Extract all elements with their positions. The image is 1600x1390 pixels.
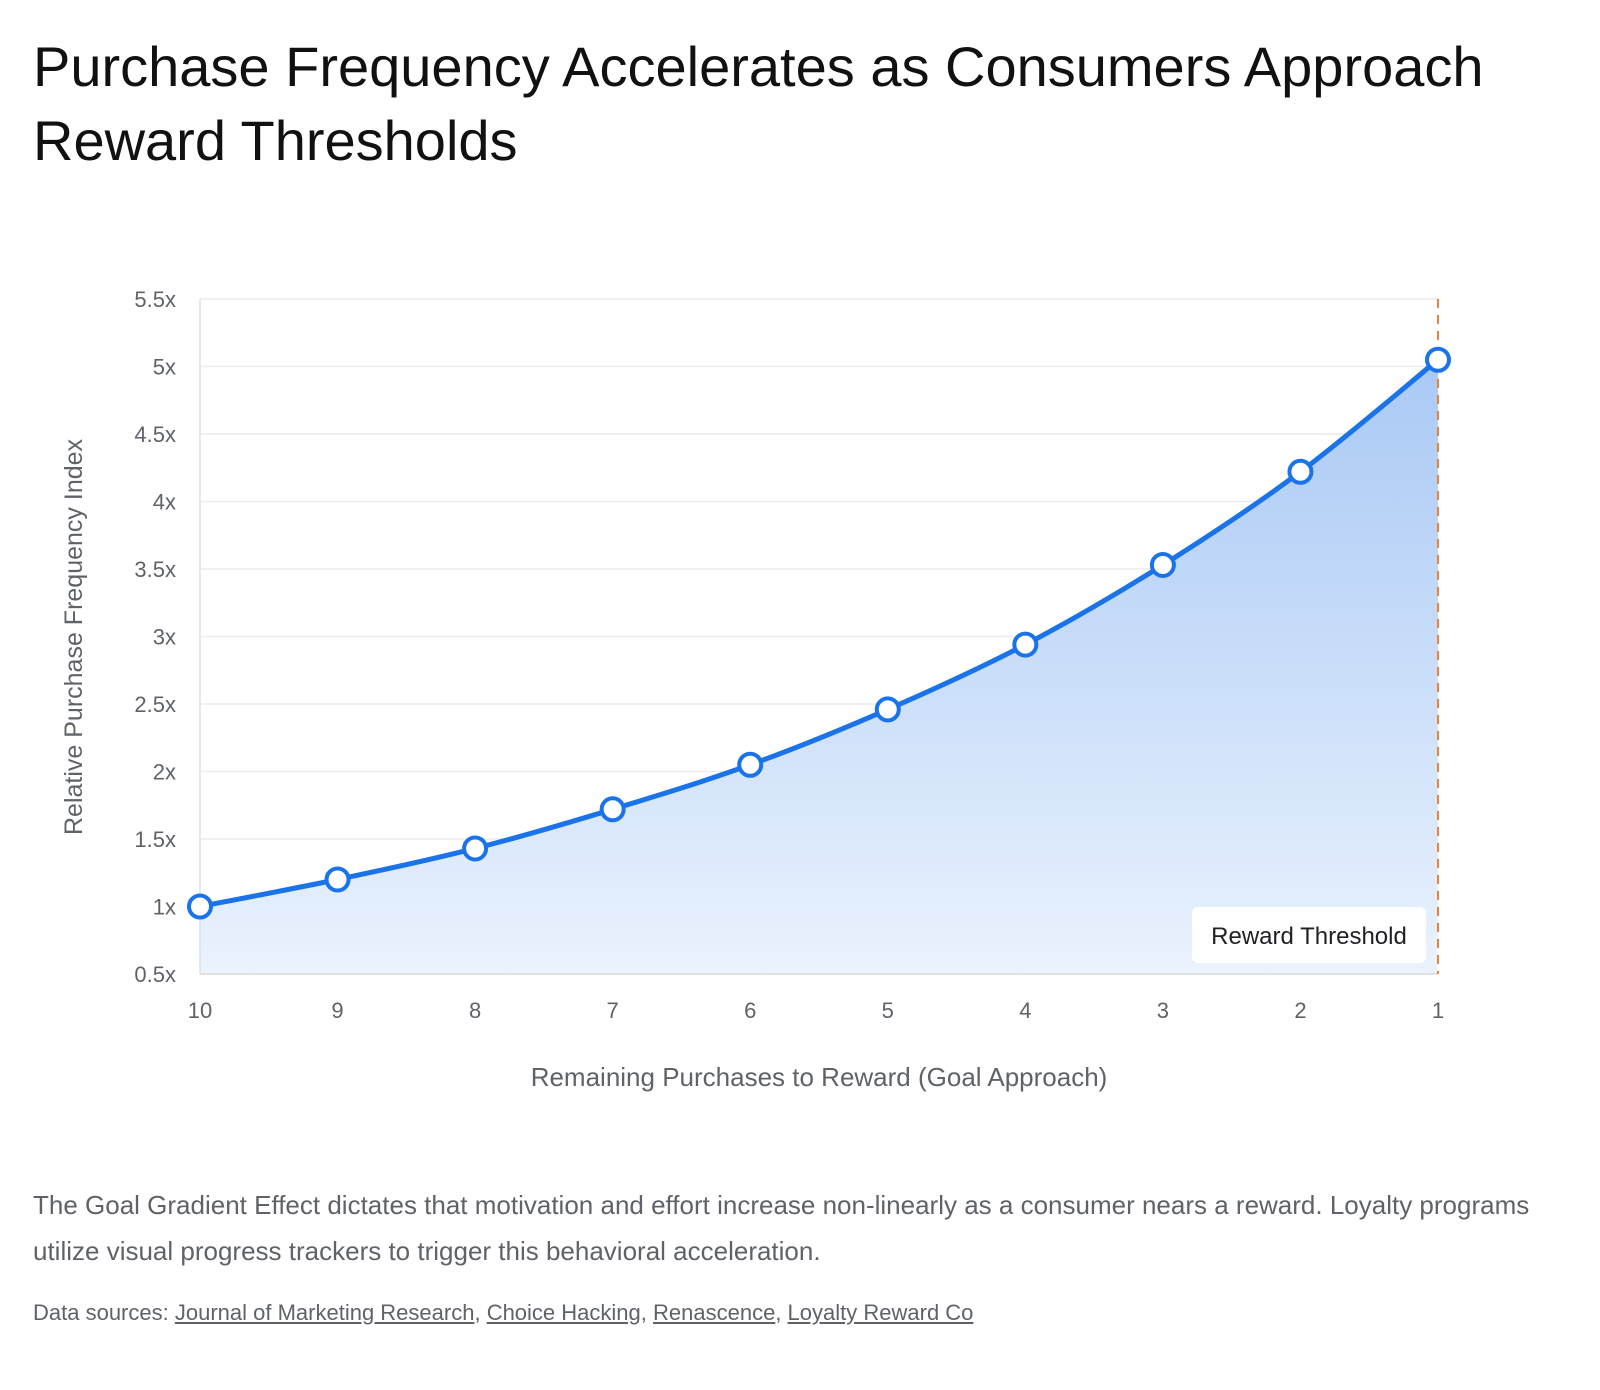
x-tick-label: 2 (1294, 998, 1306, 1023)
y-axis-label: Relative Purchase Frequency Index (60, 438, 88, 835)
x-tick-label: 3 (1157, 998, 1169, 1023)
x-tick-label: 10 (188, 998, 212, 1023)
y-tick-label: 1x (153, 895, 176, 920)
x-tick-label: 1 (1432, 998, 1444, 1023)
x-axis-label: Remaining Purchases to Reward (Goal Appr… (531, 1062, 1108, 1092)
source-link-loyalty-reward-co[interactable]: Loyalty Reward Co (787, 1300, 974, 1325)
chart-title: Purchase Frequency Accelerates as Consum… (33, 35, 1484, 172)
data-point (1149, 551, 1176, 578)
data-sources: Data sources: Journal of Marketing Resea… (33, 1300, 974, 1325)
x-axis-ticks: 10 9 8 7 6 5 4 3 2 1 (188, 998, 1444, 1023)
annotation-box (1192, 907, 1426, 963)
source-link-journal-of-marketing-research[interactable]: Journal of Marketing Research (174, 1300, 475, 1325)
data-point (1012, 631, 1039, 658)
x-tick-label: 6 (744, 998, 756, 1023)
y-tick-label: 4x (153, 490, 176, 515)
data-point (599, 796, 626, 823)
x-tick-label: 8 (469, 998, 481, 1023)
y-axis-ticks: 0.5x 1x 1.5x 2x 2.5x 3x 3.5x 4x 4.5x 5x 5.5x (134, 287, 176, 987)
y-tick-label: 3.5x (134, 557, 176, 582)
y-tick-label: 2x (153, 760, 176, 785)
series-line (199, 357, 1440, 909)
chart: 0.5x 1x 1.5x 2x 2.5x 3x 3.5x 4x 4.5x 5x 5.5x 10 9 8 7… (60, 287, 1451, 1092)
data-point (187, 893, 213, 920)
annotation-label: Reward Threshold (1211, 923, 1407, 950)
source-link-renascence[interactable]: Renascence (653, 1300, 776, 1325)
y-tick-label: 5.5x (134, 287, 176, 312)
source-link-choice-hacking[interactable]: Choice Hacking (486, 1300, 641, 1325)
grid-lines (200, 298, 1438, 908)
data-point (324, 866, 351, 893)
data-point (737, 751, 764, 778)
data-point (1287, 458, 1314, 485)
sources-prefix: Data sources: (33, 1300, 169, 1325)
y-tick-label: 0.5x (134, 962, 176, 987)
series-area (200, 359, 1438, 974)
x-tick-label: 5 (882, 998, 894, 1023)
x-tick-label: 9 (331, 998, 343, 1023)
y-tick-label: 1.5x (134, 827, 176, 852)
threshold-annotation: Reward Threshold (1192, 907, 1426, 963)
y-tick-label: 2.5x (134, 692, 176, 717)
y-tick-label: 4.5x (134, 422, 176, 447)
data-point (1425, 346, 1451, 373)
data-point (462, 835, 489, 862)
chart-description: The Goal Gradient Effect dictates that m… (33, 1190, 1530, 1266)
data-points (187, 346, 1451, 920)
data-point (874, 696, 901, 723)
x-tick-label: 4 (1019, 998, 1031, 1023)
y-tick-label: 5x (153, 355, 176, 380)
x-tick-label: 7 (607, 998, 619, 1023)
y-tick-label: 3x (153, 625, 176, 650)
